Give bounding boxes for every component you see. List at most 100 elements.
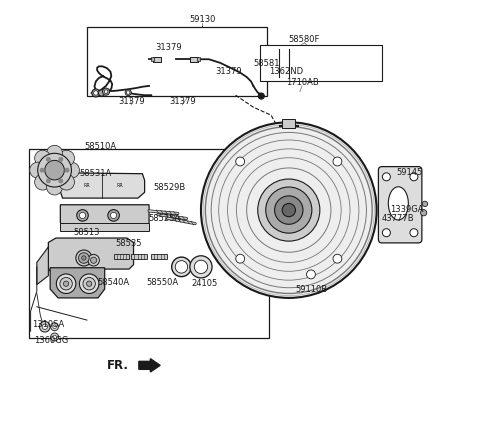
Text: 24105: 24105 [192,279,217,288]
Circle shape [79,274,99,294]
Text: 31379: 31379 [118,97,144,106]
Circle shape [63,281,69,287]
Bar [87,27,266,96]
Circle shape [91,257,96,263]
Text: 58529B: 58529B [153,183,185,192]
Circle shape [88,255,99,266]
Circle shape [60,278,72,290]
Circle shape [94,91,98,95]
Circle shape [47,146,62,161]
Bar [132,255,147,259]
Circle shape [59,179,62,183]
Text: 1362ND: 1362ND [269,67,304,76]
Text: 59110B: 59110B [295,285,327,295]
Text: 31379: 31379 [156,43,182,52]
Text: 58525A: 58525A [148,214,180,223]
Circle shape [333,254,342,263]
Circle shape [307,270,315,279]
Text: 43777B: 43777B [381,214,414,223]
Circle shape [63,162,79,178]
Circle shape [103,88,109,95]
Circle shape [47,179,62,195]
Circle shape [333,157,342,166]
Circle shape [275,196,303,224]
Circle shape [383,173,390,181]
Circle shape [76,250,92,266]
Circle shape [125,89,132,96]
Circle shape [266,187,312,233]
Text: 58581: 58581 [253,59,280,68]
Circle shape [175,261,188,273]
Circle shape [190,256,212,278]
Text: RR: RR [117,183,123,188]
Text: 58550A: 58550A [146,278,179,287]
Text: 31379: 31379 [169,97,196,106]
Circle shape [172,257,191,277]
Circle shape [282,203,296,217]
Ellipse shape [388,187,408,220]
Text: 58580F: 58580F [288,35,320,44]
Circle shape [47,158,50,161]
Text: 1339GA: 1339GA [390,205,423,214]
Text: 59145: 59145 [396,168,422,177]
Circle shape [42,324,48,329]
Bar [197,57,200,61]
Circle shape [86,281,92,287]
Circle shape [56,274,76,294]
Circle shape [45,160,64,180]
Polygon shape [60,173,144,198]
Bar [60,222,149,231]
Circle shape [108,210,120,221]
Circle shape [410,173,418,181]
Bar [282,119,296,128]
Text: 1310SA: 1310SA [32,320,64,329]
Circle shape [98,90,105,96]
Text: 58535: 58535 [116,239,143,248]
Circle shape [30,162,46,178]
Circle shape [79,253,89,263]
Text: 31379: 31379 [216,67,242,76]
Circle shape [35,174,50,190]
Circle shape [38,153,72,187]
Circle shape [236,157,245,166]
Text: 1360GG: 1360GG [35,336,69,344]
Circle shape [422,201,428,206]
Bar [154,57,161,62]
Circle shape [83,278,96,290]
Circle shape [104,90,108,93]
Text: 1710AB: 1710AB [286,78,319,87]
Circle shape [194,260,208,274]
Circle shape [383,229,390,237]
Circle shape [50,333,59,341]
Bar [151,255,167,259]
Circle shape [110,212,117,218]
Circle shape [59,174,74,190]
Circle shape [59,158,62,161]
Polygon shape [37,247,48,285]
Bar [260,45,382,81]
Circle shape [126,91,130,94]
Circle shape [53,335,56,339]
Circle shape [50,323,59,331]
Circle shape [258,93,264,99]
Circle shape [201,122,377,298]
Bar [190,57,198,62]
Text: 58531A: 58531A [80,169,112,178]
Polygon shape [48,238,133,277]
Polygon shape [50,268,105,298]
FancyArrow shape [139,359,160,372]
Polygon shape [60,205,149,229]
Circle shape [236,254,245,263]
Text: 59130: 59130 [189,15,216,24]
Circle shape [59,150,74,166]
FancyBboxPatch shape [378,166,422,243]
Circle shape [53,325,56,328]
Circle shape [39,321,50,332]
Text: 58513: 58513 [74,228,100,237]
Circle shape [258,179,320,241]
Text: FR.: FR. [107,359,129,372]
Circle shape [79,212,85,218]
Circle shape [82,256,86,260]
Circle shape [35,150,50,166]
Bar [114,255,129,259]
